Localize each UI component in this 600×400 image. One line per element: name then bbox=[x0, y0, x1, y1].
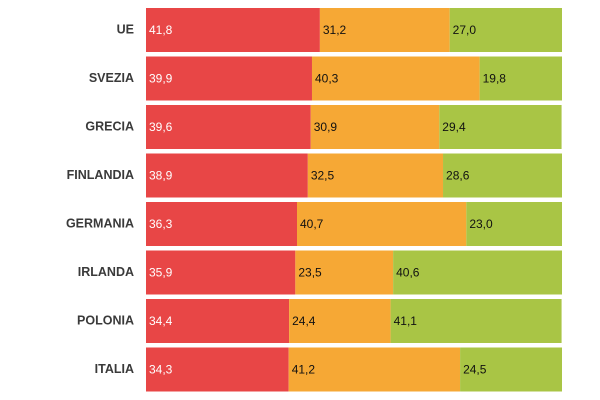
value-label: 27,0 bbox=[453, 23, 477, 37]
bar-segment bbox=[390, 299, 562, 343]
value-label: 40,7 bbox=[300, 217, 324, 231]
value-label: 28,6 bbox=[446, 169, 470, 183]
bar-segment bbox=[295, 250, 394, 295]
bar-segment bbox=[479, 56, 562, 101]
category-label: POLONIA bbox=[77, 313, 134, 327]
value-label: 19,8 bbox=[483, 72, 507, 86]
bar-segment bbox=[146, 153, 308, 198]
value-label: 29,4 bbox=[442, 120, 466, 134]
category-label: UE bbox=[117, 22, 134, 36]
value-label: 34,3 bbox=[149, 363, 173, 377]
bar-segment bbox=[288, 347, 461, 392]
value-label: 41,1 bbox=[394, 314, 418, 328]
bar-segment bbox=[449, 8, 562, 52]
value-label: 32,5 bbox=[311, 169, 335, 183]
bar-segment bbox=[146, 347, 289, 392]
value-label: 23,0 bbox=[469, 217, 493, 231]
bar-segment bbox=[297, 202, 467, 246]
value-label: 40,6 bbox=[396, 266, 420, 280]
bar-segment bbox=[319, 8, 450, 52]
category-label: SVEZIA bbox=[89, 71, 134, 85]
bar-segment bbox=[443, 153, 562, 198]
value-label: 31,2 bbox=[323, 23, 347, 37]
category-label: IRLANDA bbox=[78, 265, 134, 279]
bar-segment bbox=[146, 105, 311, 149]
bar-segment bbox=[460, 347, 562, 392]
category-label: FINLANDIA bbox=[67, 168, 134, 182]
value-label: 24,4 bbox=[292, 314, 316, 328]
value-label: 41,2 bbox=[292, 363, 316, 377]
bar-segment bbox=[310, 105, 440, 149]
bar-segment bbox=[311, 56, 480, 101]
bar-segment bbox=[393, 250, 562, 295]
value-label: 36,3 bbox=[149, 217, 173, 231]
value-label: 24,5 bbox=[463, 363, 487, 377]
value-label: 39,9 bbox=[149, 72, 173, 86]
category-label: GERMANIA bbox=[66, 216, 134, 230]
value-label: 40,3 bbox=[315, 72, 339, 86]
value-label: 30,9 bbox=[314, 120, 338, 134]
category-label: ITALIA bbox=[95, 362, 134, 376]
bar-segment bbox=[439, 105, 562, 149]
bar-segment bbox=[146, 56, 312, 101]
value-label: 23,5 bbox=[298, 266, 322, 280]
bar-segment bbox=[146, 250, 296, 295]
value-label: 38,9 bbox=[149, 169, 173, 183]
bar-segment bbox=[146, 202, 298, 246]
bar-segment bbox=[146, 299, 290, 343]
value-label: 35,9 bbox=[149, 266, 173, 280]
category-label: GRECIA bbox=[85, 119, 134, 133]
value-label: 39,6 bbox=[149, 120, 173, 134]
value-label: 34,4 bbox=[149, 314, 173, 328]
bar-segment bbox=[289, 299, 391, 343]
bar-segment bbox=[466, 202, 562, 246]
value-label: 41,8 bbox=[149, 23, 173, 37]
bar-segment bbox=[307, 153, 444, 198]
bar-segment bbox=[146, 8, 320, 52]
